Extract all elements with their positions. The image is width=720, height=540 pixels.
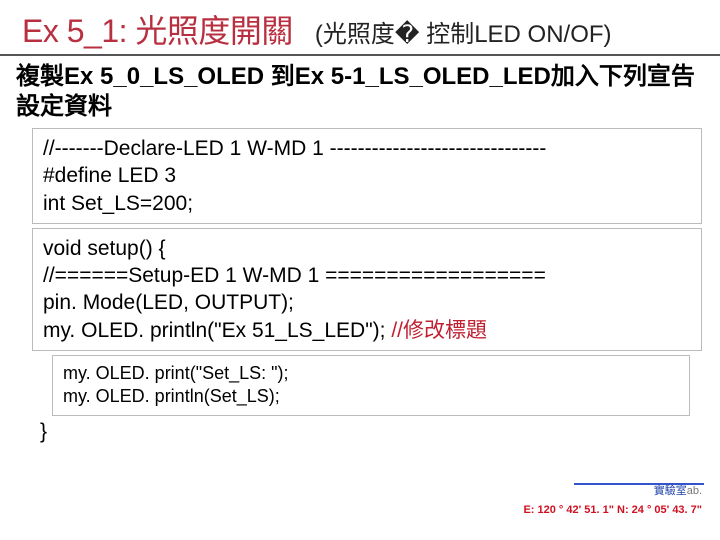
code-line: pin. Mode(LED, OUTPUT); [43, 289, 691, 316]
header: Ex 5_1: 光照度開關 (光照度� 控制LED ON/OF) [0, 0, 720, 56]
code-line: //-------Declare-LED 1 W-MD 1 ----------… [43, 135, 691, 162]
close-brace: } [0, 420, 720, 444]
code-line: my. OLED. println(Set_LS); [63, 385, 679, 408]
footer-coordinates: E: 120 ° 42' 51. 1" N: 24 ° 05' 43. 7" [523, 504, 702, 516]
code-line: int Set_LS=200; [43, 190, 691, 217]
slide: Ex 5_1: 光照度開關 (光照度� 控制LED ON/OF) 複製Ex 5_… [0, 0, 720, 540]
title-sub: (光照度� 控制LED ON/OF) [315, 14, 612, 49]
code-line: my. OLED. println("Ex 51_LS_LED"); //修改標… [43, 317, 691, 344]
lab-text: 實驗室 [654, 485, 687, 497]
code-block-declare: //-------Declare-LED 1 W-MD 1 ----------… [32, 128, 702, 224]
ab-text: ab. [687, 485, 702, 497]
code-line: #define LED 3 [43, 162, 691, 189]
code-text: my. OLED. println("Ex 51_LS_LED"); [43, 319, 391, 342]
code-comment: //修改標題 [391, 319, 487, 342]
code-block-oled: my. OLED. print("Set_LS: "); my. OLED. p… [52, 355, 690, 416]
code-line: void setup() { [43, 235, 691, 262]
code-block-setup: void setup() { //======Setup-ED 1 W-MD 1… [32, 228, 702, 351]
instruction-text: 複製Ex 5_0_LS_OLED 到Ex 5-1_LS_OLED_LED加入下列… [0, 56, 720, 126]
title-main: Ex 5_1: 光照度開關 [22, 6, 293, 52]
code-line: //======Setup-ED 1 W-MD 1 ==============… [43, 262, 691, 289]
code-line: my. OLED. print("Set_LS: "); [63, 362, 679, 385]
footer-lab: 實驗室ab. [654, 482, 702, 498]
